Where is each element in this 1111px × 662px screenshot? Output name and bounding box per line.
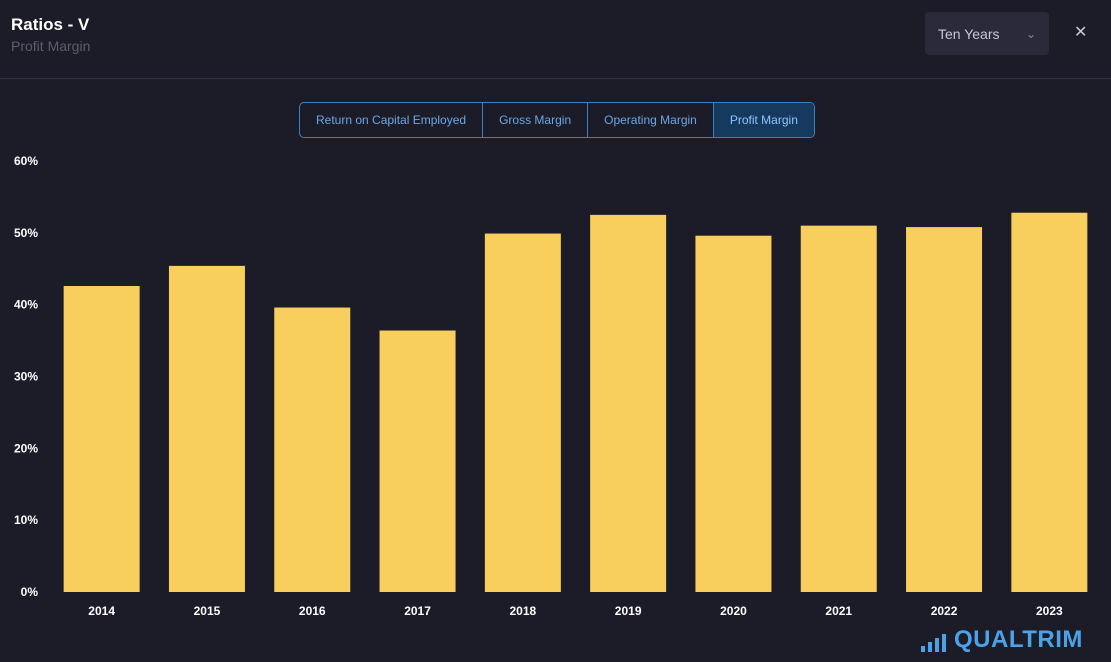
bar-2020[interactable] (695, 235, 772, 592)
range-select-value: Ten Years (938, 25, 1000, 42)
bar-2022[interactable] (906, 227, 983, 592)
bar-2015[interactable] (168, 265, 245, 592)
x-tick-label: 2019 (615, 604, 642, 618)
y-tick-label: 20% (14, 441, 38, 455)
bar-2016[interactable] (274, 307, 351, 592)
y-tick-label: 40% (14, 298, 38, 312)
bar-2019[interactable] (590, 214, 667, 592)
x-tick-label: 2018 (509, 604, 536, 618)
page-subtitle: Profit Margin (11, 38, 91, 54)
y-tick-label: 30% (14, 370, 38, 384)
x-tick-label: 2022 (931, 604, 958, 618)
bar-2018[interactable] (484, 233, 561, 592)
chevron-down-icon: ⌄ (1025, 26, 1036, 41)
x-tick-label: 2014 (88, 604, 115, 618)
y-tick-label: 10% (14, 513, 38, 527)
tab-operating-margin[interactable]: Operating Margin (588, 103, 714, 137)
bar-2021[interactable] (800, 225, 877, 592)
ratio-tabs: Return on Capital Employed Gross Margin … (299, 102, 815, 138)
bar-2023[interactable] (1011, 212, 1088, 592)
x-tick-label: 2015 (194, 604, 221, 618)
y-tick-label: 0% (21, 585, 39, 599)
x-tick-label: 2020 (720, 604, 747, 618)
x-tick-label: 2023 (1036, 604, 1063, 618)
tab-profit-margin[interactable]: Profit Margin (713, 103, 814, 137)
x-tick-label: 2016 (299, 604, 326, 618)
bar-2014[interactable] (63, 285, 140, 592)
y-tick-label: 60% (14, 154, 38, 168)
x-tick-label: 2017 (404, 604, 431, 618)
brand-name: QUALTRIM (954, 626, 1083, 653)
tab-gross-margin[interactable]: Gross Margin (483, 103, 589, 137)
tab-return-on-capital-employed[interactable]: Return on Capital Employed (300, 103, 484, 137)
qualtrim-logo: QUALTRIM (921, 628, 1083, 652)
y-tick-label: 50% (14, 226, 38, 240)
x-tick-label: 2021 (825, 604, 852, 618)
page-title: Ratios - V (11, 15, 90, 34)
close-icon[interactable]: ✕ (1074, 24, 1088, 41)
range-select[interactable]: Ten Years ⌄ (925, 12, 1049, 55)
bar-2017[interactable] (379, 330, 456, 592)
divider (0, 78, 1111, 79)
